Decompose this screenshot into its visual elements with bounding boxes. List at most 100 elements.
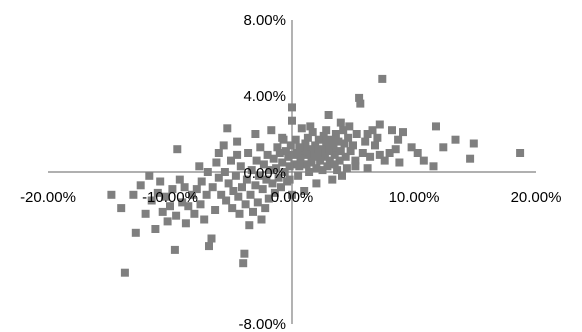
data-point	[229, 187, 238, 195]
data-point	[429, 162, 438, 171]
data-point	[261, 204, 270, 213]
data-point	[184, 202, 193, 211]
data-point	[323, 162, 332, 171]
data-point	[255, 171, 264, 180]
data-point	[290, 160, 299, 169]
data-point	[251, 181, 260, 190]
data-point	[329, 143, 338, 152]
data-point	[214, 173, 223, 182]
data-point	[214, 149, 223, 157]
data-point	[295, 162, 304, 171]
data-point	[325, 156, 334, 165]
y-tick-label: 8.00%	[243, 12, 286, 29]
x-tick-labels: -20.00% -10.00% 0.00% 10.00% 20.00%	[20, 189, 561, 206]
data-point	[281, 147, 290, 156]
data-point	[192, 185, 201, 194]
data-point	[188, 190, 196, 199]
data-point	[278, 158, 287, 167]
data-point	[217, 190, 226, 199]
data-point	[395, 158, 404, 167]
data-point	[363, 164, 372, 173]
data-point	[338, 171, 346, 180]
x-tick-label: 0.00%	[271, 189, 314, 206]
data-point	[306, 145, 315, 154]
data-point	[301, 139, 310, 148]
data-point	[324, 111, 333, 119]
data-point	[275, 149, 284, 157]
data-point	[335, 156, 344, 165]
data-point	[319, 131, 328, 140]
data-point	[466, 154, 475, 163]
data-point	[355, 93, 364, 102]
data-point	[200, 215, 209, 224]
data-point	[264, 194, 273, 203]
data-point	[239, 259, 248, 268]
data-point	[469, 139, 478, 148]
data-point	[278, 133, 287, 142]
data-point	[180, 183, 189, 192]
data-point	[295, 143, 304, 152]
data-point	[267, 126, 276, 135]
data-point	[342, 164, 351, 173]
data-point	[233, 137, 242, 146]
data-point	[361, 137, 370, 146]
data-point	[277, 183, 285, 192]
data-point	[334, 137, 343, 146]
data-point	[208, 183, 217, 192]
y-tick-label: 4.00%	[243, 88, 286, 105]
data-point	[308, 128, 317, 137]
data-point	[202, 190, 211, 199]
data-point	[391, 145, 400, 154]
data-point	[328, 175, 337, 184]
data-point	[181, 219, 190, 228]
data-point	[320, 152, 329, 161]
data-point	[131, 228, 140, 237]
data-point	[272, 164, 281, 173]
data-point	[197, 177, 206, 186]
data-point	[212, 158, 221, 167]
data-point	[163, 217, 172, 226]
data-point	[373, 133, 382, 142]
data-point	[394, 135, 403, 144]
data-point	[172, 211, 181, 220]
data-point	[324, 147, 333, 156]
data-point	[263, 150, 272, 159]
data-point	[269, 154, 278, 163]
data-point	[153, 188, 162, 197]
data-point	[223, 124, 232, 133]
data-point	[358, 149, 367, 157]
data-point	[222, 196, 231, 205]
data-point	[388, 126, 396, 135]
x-tick-label: 10.00%	[389, 189, 440, 206]
data-point	[120, 268, 129, 277]
data-point	[451, 135, 460, 144]
data-point	[233, 150, 242, 159]
data-point	[249, 207, 257, 216]
data-point	[371, 141, 379, 150]
data-point	[312, 164, 321, 173]
data-point	[351, 156, 360, 165]
data-point	[241, 200, 250, 209]
data-point	[419, 156, 428, 165]
y-tick-label: 0.00%	[243, 165, 286, 182]
data-point	[413, 149, 422, 157]
data-point	[339, 126, 348, 135]
data-point	[327, 135, 335, 144]
data-point	[516, 149, 525, 157]
data-point	[107, 190, 116, 199]
data-point	[151, 225, 160, 233]
data-point	[349, 141, 357, 150]
data-point	[380, 156, 389, 165]
data-point	[207, 234, 216, 243]
data-point	[236, 162, 245, 171]
data-point	[284, 152, 293, 161]
data-point	[316, 156, 325, 165]
data-point	[246, 190, 255, 199]
data-point	[247, 166, 256, 175]
data-point	[356, 99, 365, 108]
data-point	[302, 160, 311, 169]
data-point	[158, 207, 167, 216]
y-tick-label: -8.00%	[238, 316, 286, 332]
data-point	[363, 130, 372, 138]
data-point	[311, 141, 320, 150]
